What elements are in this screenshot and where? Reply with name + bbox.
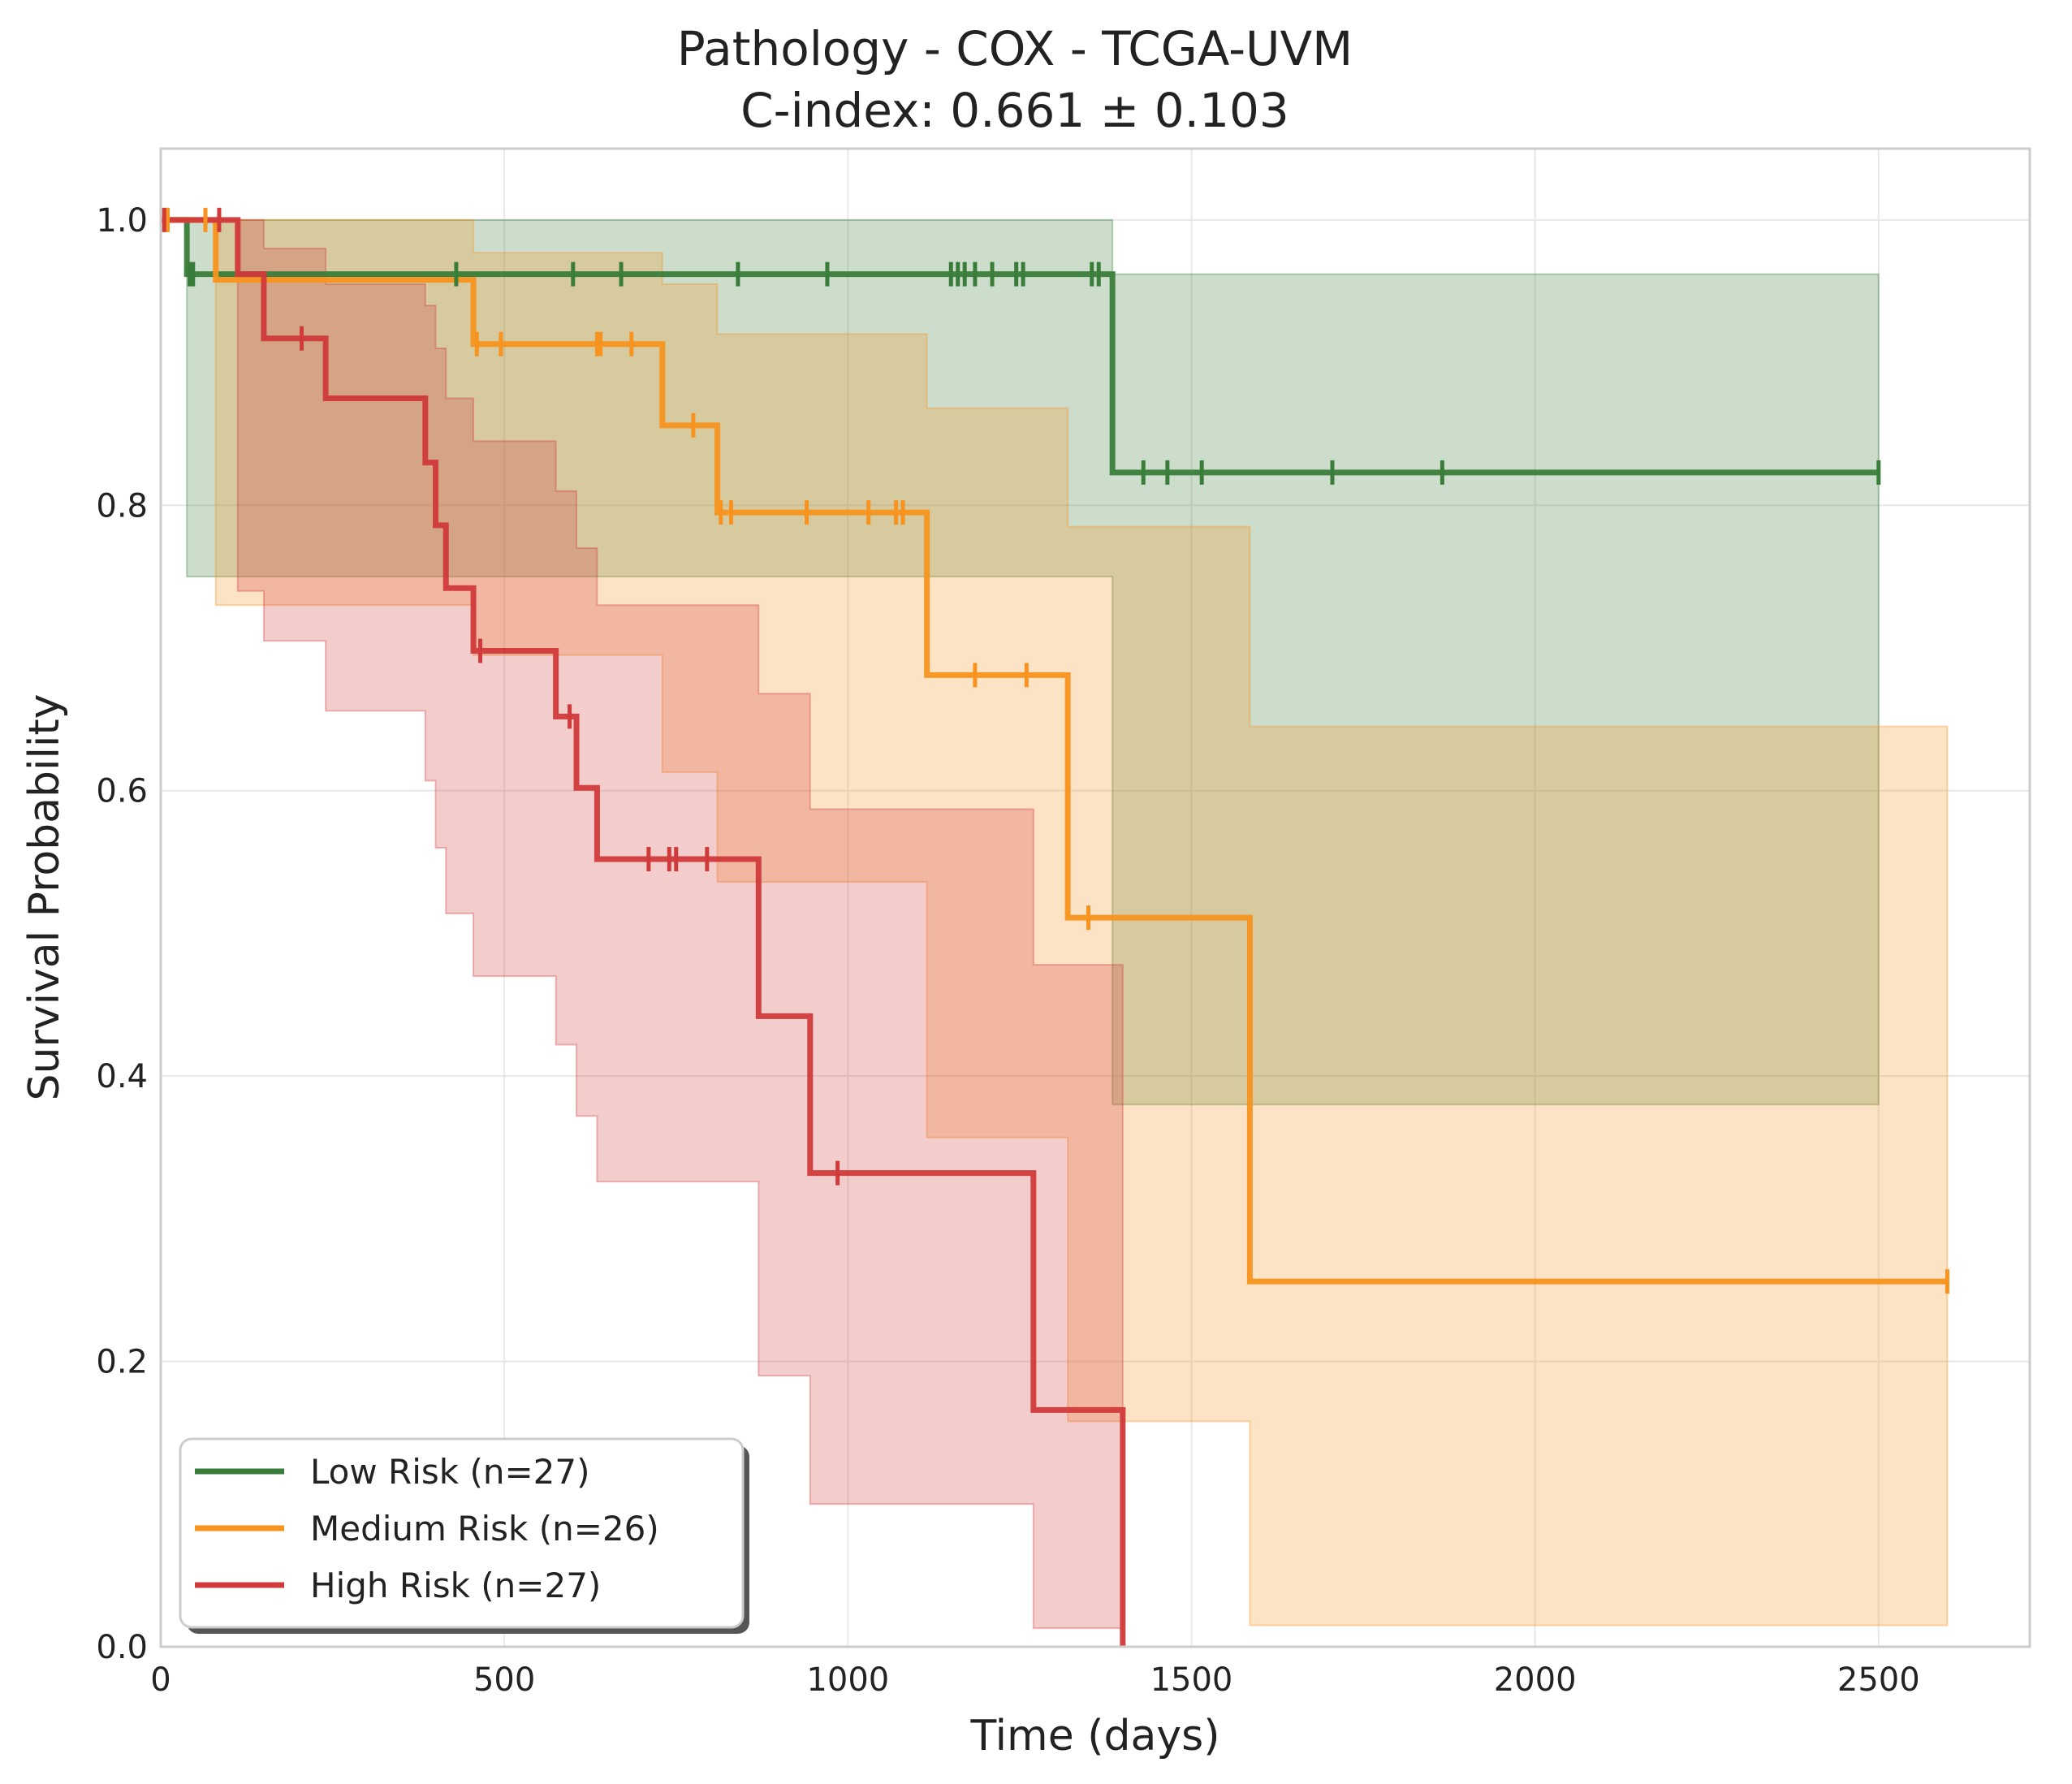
x-axis-ticks: 0 500 1000 1500 2000 2500 (150, 1661, 1919, 1699)
x-axis-label: Time (days) (969, 1712, 1219, 1760)
y-axis-label: Survival Probability (20, 693, 69, 1100)
y-tick-label: 0.6 (96, 773, 148, 810)
survival-line-2 (161, 217, 1126, 1647)
survival-line-1 (161, 217, 1948, 1285)
legend: Low Risk (n=27) Medium Risk (n=26) High Ri… (179, 1437, 749, 1634)
x-tick-label: 0 (150, 1661, 171, 1699)
legend-box (179, 1437, 745, 1629)
chart-title: Pathology - COX - TCGA-UVM (677, 21, 1353, 76)
chart-subtitle: C-index: 0.661 ± 0.103 (740, 83, 1289, 138)
censor-marks (162, 207, 1949, 1294)
y-tick-label: 0.4 (96, 1058, 148, 1095)
survival-curves (161, 217, 1948, 1647)
confidence-bands (161, 218, 1949, 1630)
x-tick-label: 1500 (1150, 1661, 1233, 1699)
legend-label-1: Medium Risk (n=26) (310, 1509, 659, 1549)
legend-label-2: High Risk (n=27) (310, 1566, 601, 1605)
x-tick-label: 2000 (1494, 1661, 1577, 1699)
x-tick-label: 1000 (806, 1661, 889, 1699)
plot-frame (159, 147, 2031, 1648)
y-tick-label: 1.0 (96, 202, 148, 240)
x-tick-label: 500 (473, 1661, 535, 1699)
legend-label-0: Low Risk (n=27) (310, 1452, 590, 1492)
ci-band-1 (161, 218, 1949, 1626)
y-tick-label: 0.0 (96, 1629, 148, 1666)
ci-band-0 (161, 218, 1880, 1106)
y-tick-label: 0.8 (96, 487, 148, 525)
y-tick-label: 0.2 (96, 1344, 148, 1381)
x-tick-label: 2500 (1837, 1661, 1920, 1699)
y-axis-ticks: 0.0 0.2 0.4 0.6 0.8 1.0 (96, 202, 148, 1666)
